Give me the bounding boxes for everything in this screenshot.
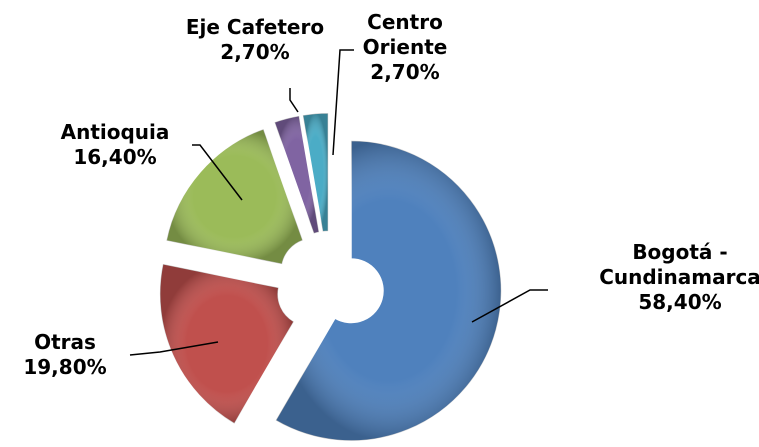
value-label: 2,70%	[220, 40, 290, 64]
slice-shading	[166, 129, 303, 265]
slice-label: Centro Oriente 2,70%	[345, 10, 465, 85]
leader-line	[471, 289, 548, 323]
leader-line	[289, 88, 299, 113]
category-label: Eje Cafetero	[185, 15, 325, 39]
category-label: Otras	[34, 330, 96, 354]
slice-label: Antioquia 16,40%	[35, 120, 195, 170]
value-label: 16,40%	[73, 145, 157, 169]
slice-label: Eje Cafetero 2,70%	[185, 15, 325, 65]
leader-line	[332, 49, 354, 156]
value-label: 58,40%	[638, 290, 722, 314]
category-label: Bogotá - Cundinamarca	[599, 240, 759, 289]
leader-line	[192, 144, 243, 201]
slice-shading	[302, 113, 329, 232]
slice-shading	[275, 140, 502, 441]
value-label: 19,80%	[23, 355, 107, 379]
slice-shading	[159, 264, 294, 424]
slice-label: Bogotá - Cundinamarca 58,40%	[590, 240, 759, 315]
slice-label: Otras 19,80%	[0, 330, 130, 380]
slice-shading	[274, 115, 320, 234]
category-label: Antioquia	[60, 120, 170, 144]
leader-line	[129, 341, 219, 356]
category-label: Centro Oriente	[362, 10, 448, 59]
value-label: 2,70%	[370, 60, 440, 84]
